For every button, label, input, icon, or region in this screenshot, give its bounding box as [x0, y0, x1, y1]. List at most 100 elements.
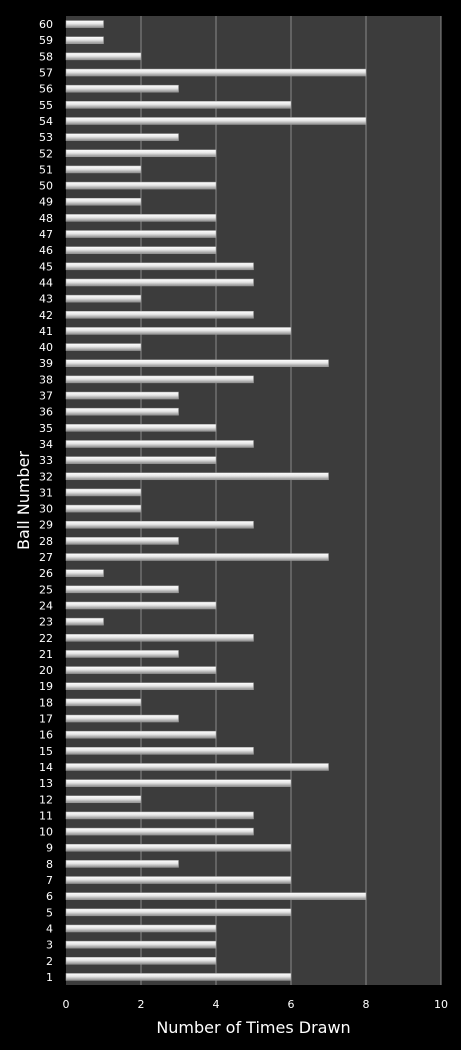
- y-tick-label: 21: [39, 648, 53, 661]
- y-tick-label: 35: [39, 422, 53, 435]
- bar-ball-4: [65, 924, 217, 933]
- y-tick-label: 9: [46, 842, 53, 855]
- y-tick-label: 18: [39, 696, 53, 709]
- y-tick-label: 2: [46, 955, 53, 968]
- bar-ball-56: [65, 84, 179, 93]
- bar-ball-17: [65, 714, 179, 723]
- y-tick-label: 19: [39, 680, 53, 693]
- y-tick-label: 8: [46, 858, 53, 871]
- bar-ball-2: [65, 957, 217, 965]
- bar-ball-34: [65, 440, 254, 448]
- y-tick-label: 24: [39, 599, 53, 612]
- bar-ball-18: [65, 698, 142, 707]
- bar-ball-49: [65, 197, 142, 206]
- bar-ball-29: [65, 520, 254, 529]
- y-tick-label: 52: [39, 147, 53, 160]
- y-tick-label: 22: [39, 632, 53, 645]
- y-tick-label: 38: [39, 373, 53, 386]
- bar-ball-52: [65, 149, 217, 158]
- bar-ball-3: [65, 940, 217, 949]
- y-tick-label: 54: [39, 115, 53, 128]
- bar-ball-53: [65, 133, 179, 141]
- y-tick-label: 57: [39, 67, 53, 80]
- y-tick-label: 5: [46, 906, 53, 919]
- y-tick-label: 25: [39, 583, 53, 596]
- bar-ball-45: [65, 262, 254, 271]
- y-tick-label: 47: [39, 228, 53, 241]
- y-tick-label: 12: [39, 793, 53, 806]
- y-tick-label: 41: [39, 325, 53, 338]
- y-tick-label: 4: [46, 922, 53, 935]
- y-tick-label: 23: [39, 616, 53, 629]
- bar-ball-33: [65, 456, 217, 464]
- y-tick-label: 34: [39, 438, 53, 451]
- bar-ball-8: [65, 860, 179, 868]
- bar-ball-40: [65, 343, 142, 351]
- y-tick-label: 46: [39, 244, 53, 257]
- bar-ball-32: [65, 472, 329, 481]
- bar-ball-35: [65, 424, 217, 432]
- y-tick-label: 39: [39, 357, 53, 370]
- y-tick-label: 49: [39, 196, 53, 209]
- bar-ball-50: [65, 181, 217, 190]
- bar-ball-5: [65, 908, 292, 917]
- y-tick-label: 56: [39, 83, 53, 96]
- y-tick-label: 44: [39, 276, 53, 289]
- bar-ball-48: [65, 214, 217, 222]
- y-tick-label: 7: [46, 874, 53, 887]
- bar-ball-10: [65, 827, 254, 836]
- y-tick-label: 28: [39, 535, 53, 548]
- bar-ball-42: [65, 311, 254, 319]
- bar-ball-43: [65, 294, 142, 303]
- y-tick-label: 15: [39, 745, 53, 758]
- bar-ball-13: [65, 779, 292, 787]
- bar-ball-30: [65, 504, 142, 513]
- bar-ball-54: [65, 117, 367, 125]
- x-tick-label: 2: [138, 998, 145, 1011]
- plot-area: [66, 16, 441, 985]
- y-tick-label: 51: [39, 163, 53, 176]
- bar-ball-38: [65, 375, 254, 384]
- y-tick-label: 58: [39, 50, 53, 63]
- bar-ball-25: [65, 585, 179, 594]
- bar-ball-26: [65, 569, 104, 577]
- bar-ball-24: [65, 601, 217, 610]
- bar-ball-55: [65, 101, 292, 109]
- y-tick-label: 6: [46, 890, 53, 903]
- bars: [65, 20, 367, 981]
- bar-ball-14: [65, 763, 329, 771]
- y-tick-label: 17: [39, 713, 53, 726]
- x-tick-label: 6: [288, 998, 295, 1011]
- y-tick-label: 37: [39, 390, 53, 403]
- y-tick-label: 60: [39, 18, 53, 31]
- y-tick-label: 33: [39, 454, 53, 467]
- bar-ball-9: [65, 843, 292, 852]
- y-tick-label: 40: [39, 341, 53, 354]
- x-tick-label: 10: [434, 998, 448, 1011]
- bar-ball-22: [65, 634, 254, 642]
- bar-ball-47: [65, 230, 217, 238]
- x-tick-labels: 0 2 4 6 8 10: [63, 998, 449, 1011]
- y-tick-label: 42: [39, 309, 53, 322]
- y-tick-label: 27: [39, 551, 53, 564]
- bar-ball-7: [65, 876, 292, 884]
- x-axis-title: Number of Times Drawn: [156, 1018, 350, 1037]
- y-tick-label: 26: [39, 567, 53, 580]
- bar-ball-20: [65, 666, 217, 674]
- bar-ball-57: [65, 68, 367, 77]
- y-tick-label: 13: [39, 777, 53, 790]
- bar-ball-21: [65, 650, 179, 658]
- bar-ball-11: [65, 811, 254, 820]
- y-tick-label: 45: [39, 260, 53, 273]
- y-tick-label: 11: [39, 809, 53, 822]
- y-tick-label: 3: [46, 939, 53, 952]
- y-tick-label: 32: [39, 470, 53, 483]
- y-axis-title: Ball Number: [14, 451, 33, 550]
- y-tick-label: 31: [39, 486, 53, 499]
- bar-ball-58: [65, 52, 142, 61]
- y-tick-label: 50: [39, 180, 53, 193]
- y-tick-label: 16: [39, 729, 53, 742]
- y-tick-label: 55: [39, 99, 53, 112]
- x-tick-label: 4: [213, 998, 220, 1011]
